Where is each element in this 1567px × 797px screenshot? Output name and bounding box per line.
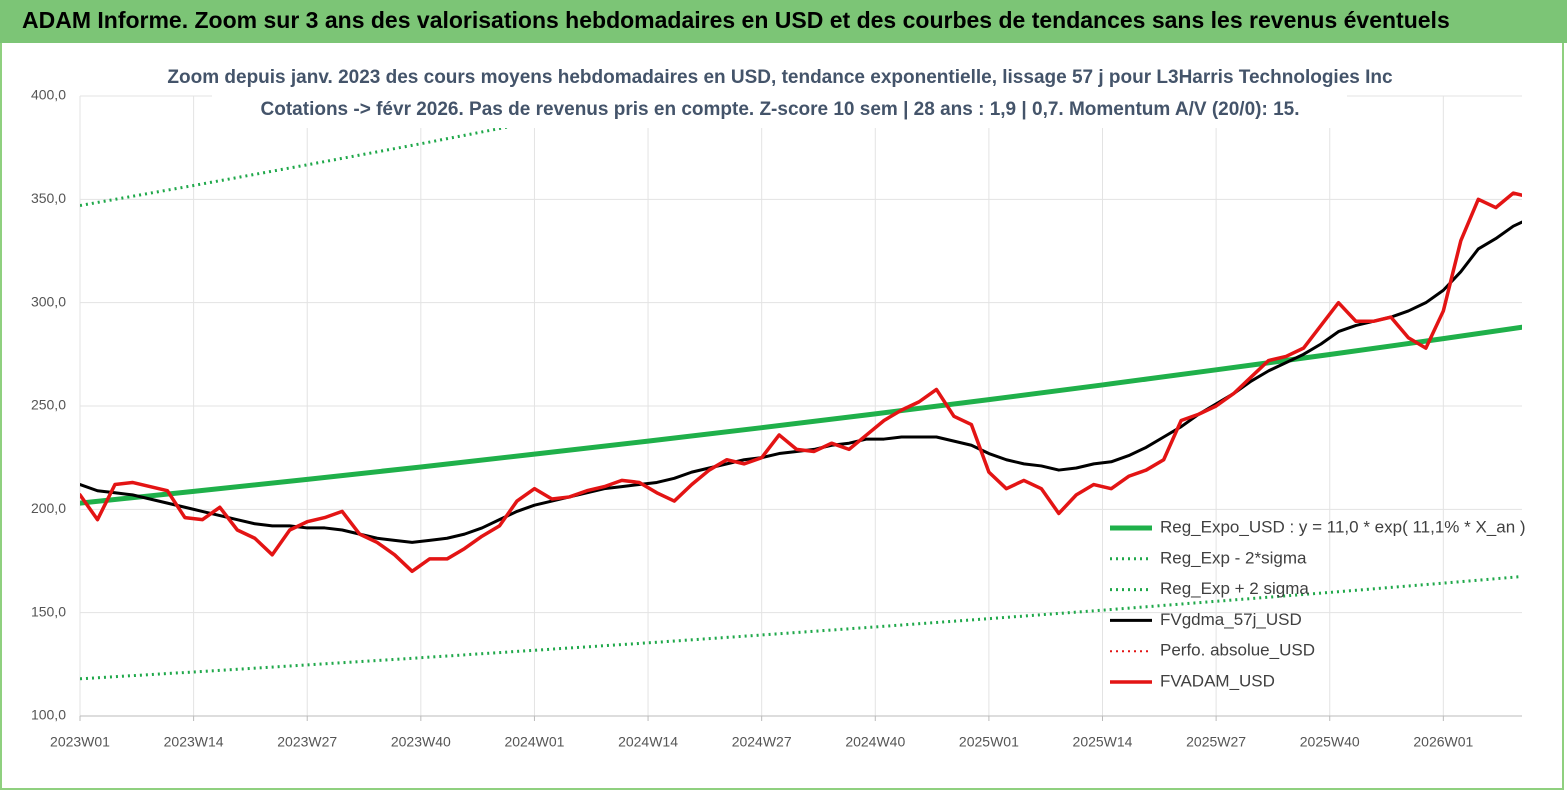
y-tick-label: 400,0 [31, 87, 66, 103]
axes: 100,0 150,0 200,0 250,0 300,0 350,0 400,0 2023W… [31, 87, 1522, 750]
legend: Reg_Expo_USD : y = 11,0 * exp( 11,1% * X… [1110, 517, 1526, 690]
chart-title: ADAM Informe. Zoom sur 3 ans des valoris… [22, 7, 1450, 33]
legend-label: Reg_Exp + 2 sigma [1160, 579, 1309, 598]
x-tick-label: 2023W14 [164, 734, 224, 750]
x-tick-label: 2025W14 [1073, 734, 1133, 750]
x-tick-label: 2024W27 [732, 734, 792, 750]
x-tick-label: 2025W40 [1300, 734, 1360, 750]
legend-label: FVADAM_USD [1160, 671, 1275, 690]
legend-label: Reg_Exp - 2*sigma [1160, 548, 1307, 567]
subtitle: Cotations -> févr 2026. Pas de revenus p… [261, 99, 1300, 120]
series-line [80, 324, 1522, 506]
x-tick-label: 2025W27 [1186, 734, 1246, 750]
x-tick-label: 2024W14 [618, 734, 678, 750]
x-tick-label: 2025W01 [959, 734, 1019, 750]
plot-lines [80, 96, 1522, 681]
x-tick-label: 2023W01 [50, 734, 110, 750]
legend-label: Perfo. absolue_USD [1160, 641, 1315, 660]
y-tick-label: 300,0 [31, 293, 66, 309]
x-tick-label: 2023W27 [277, 734, 337, 750]
subtitle-box [212, 60, 1347, 128]
y-tick-label: 200,0 [31, 500, 66, 516]
x-tick-label: 2024W40 [845, 734, 905, 750]
x-tick-label: 2023W40 [391, 734, 451, 750]
title-banner [0, 0, 1567, 43]
x-tick-label: 2024W01 [504, 734, 564, 750]
legend-label: Reg_Expo_USD : y = 11,0 * exp( 11,1% * X… [1160, 517, 1526, 536]
y-tick-label: 250,0 [31, 397, 66, 413]
series-line [80, 575, 1522, 681]
series-line [80, 191, 1522, 574]
y-tick-label: 100,0 [31, 707, 66, 723]
y-tick-label: 350,0 [31, 190, 66, 206]
x-tick-label: 2026W01 [1413, 734, 1473, 750]
y-tick-label: 150,0 [31, 603, 66, 619]
legend-label: FVgdma_57j_USD [1160, 610, 1302, 629]
subtitle: Zoom depuis janv. 2023 des cours moyens … [167, 67, 1393, 88]
